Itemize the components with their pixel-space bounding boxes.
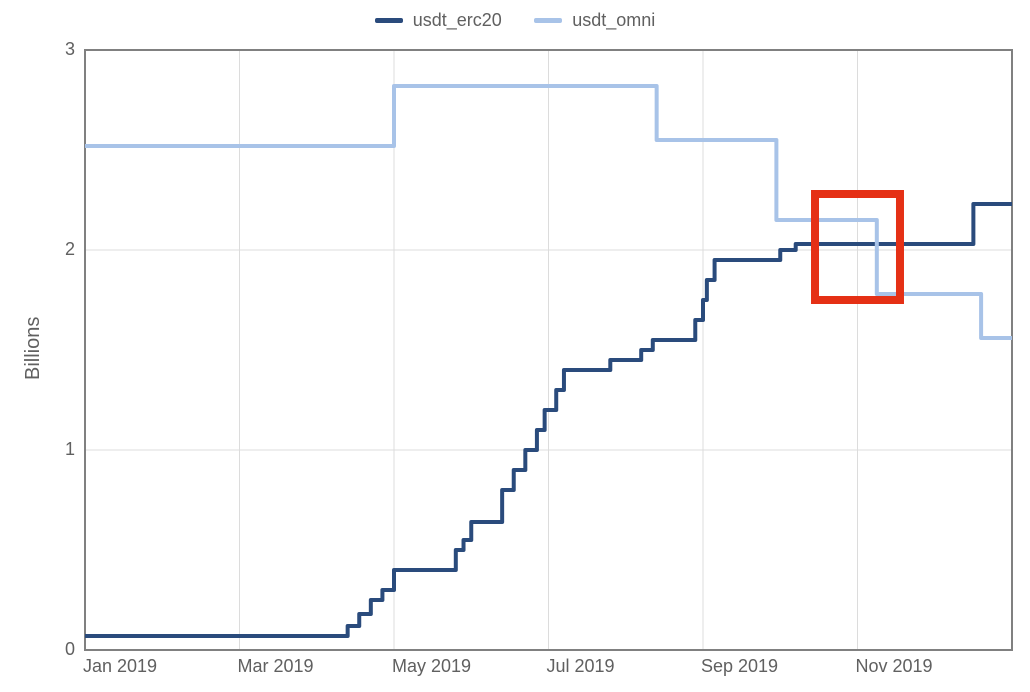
y-tick-label: 3	[65, 39, 75, 60]
y-tick-label: 1	[65, 439, 75, 460]
x-tick-label: May 2019	[392, 656, 471, 677]
x-tick-label: Jul 2019	[547, 656, 615, 677]
y-tick-label: 2	[65, 239, 75, 260]
y-tick-label: 0	[65, 639, 75, 660]
x-tick-label: Jan 2019	[83, 656, 157, 677]
chart-container: usdt_erc20 usdt_omni Billions 0123Jan 20…	[0, 0, 1030, 692]
x-tick-label: Sep 2019	[701, 656, 778, 677]
plot-area	[0, 0, 1030, 692]
x-tick-label: Nov 2019	[856, 656, 933, 677]
x-tick-label: Mar 2019	[238, 656, 314, 677]
